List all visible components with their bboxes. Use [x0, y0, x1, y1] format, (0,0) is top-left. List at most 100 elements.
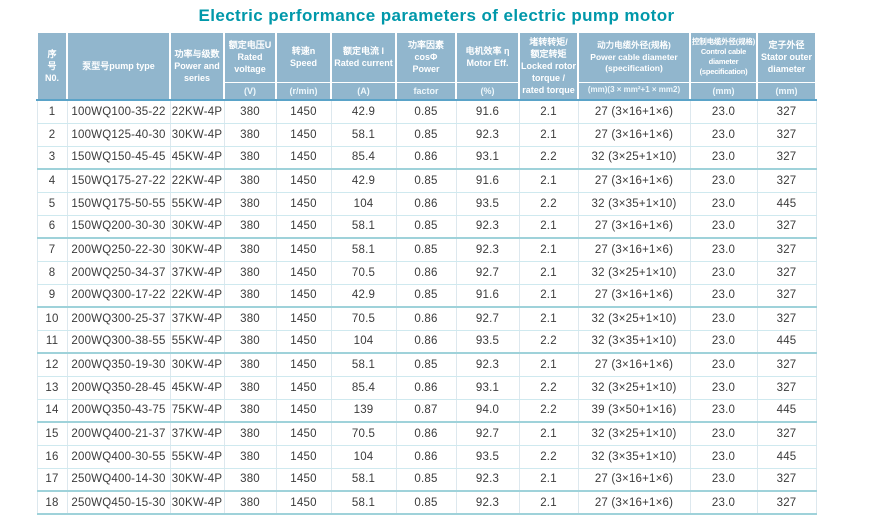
cell-pump-type: 200WQ300-38-55 [66, 330, 171, 354]
table-header: 序 号 N0. 泵型号pump type 功率与级数 Power and serie… [36, 33, 817, 101]
cell-stator-od: 327 [756, 238, 817, 262]
cell-stator-od: 327 [756, 100, 817, 124]
cell-pump-type: 200WQ250-22-30 [66, 238, 171, 262]
cell-rated-voltage: 380 [223, 422, 277, 446]
cell-control-cable: 23.0 [689, 491, 758, 515]
cell-speed: 1450 [275, 284, 332, 308]
cell-motor-eff: 92.7 [455, 307, 520, 331]
table-row: 13 200WQ350-28-45 45KW-4P 380 1450 85.4 0.86 93… [36, 376, 817, 400]
cell-power-series: 30KW-4P [169, 215, 225, 239]
cell-power-factor: 0.85 [395, 491, 457, 515]
cell-rated-current: 85.4 [330, 376, 397, 400]
header-row-units: (V) (r/min) (A) factor (%) (mm)(3 × mm²+1 × m… [37, 81, 817, 101]
cell-torque-ratio: 2.2 [518, 376, 579, 400]
cell-motor-eff: 91.6 [455, 169, 520, 193]
cell-motor-eff: 93.5 [455, 445, 520, 469]
cell-pump-type: 200WQ400-30-55 [66, 445, 171, 469]
cell-control-cable: 23.0 [689, 123, 758, 147]
column-header-power-factor: 功率因素cosΦ Power [395, 33, 457, 82]
cell-pump-type: 200WQ250-34-37 [66, 261, 171, 285]
cell-pump-type: 100WQ125-40-30 [66, 123, 171, 147]
cell-speed: 1450 [275, 100, 332, 124]
cell-no: 17 [36, 468, 68, 492]
cell-speed: 1450 [275, 330, 332, 354]
cell-power-factor: 0.86 [395, 376, 457, 400]
cell-control-cable: 23.0 [689, 215, 758, 239]
cell-rated-current: 85.4 [330, 146, 397, 170]
cell-control-cable: 23.0 [689, 422, 758, 446]
cell-power-factor: 0.86 [395, 146, 457, 170]
column-unit-control-cable: (mm) [689, 81, 758, 101]
cell-stator-od: 327 [756, 491, 817, 515]
table-row: 14 200WQ350-43-75 75KW-4P 380 1450 139 0.87 94.… [36, 399, 817, 423]
column-unit-motor-eff: (%) [455, 81, 520, 101]
column-header-rated-current: 额定电流 I Rated current [330, 33, 397, 82]
table-body: 1 100WQ100-35-22 22KW-4P 380 1450 42.9 0.85 91.… [36, 100, 817, 515]
cell-no: 7 [36, 238, 68, 262]
column-header-stator-od: 定子外径 Stator outer diameter [756, 33, 817, 82]
cell-rated-voltage: 380 [223, 330, 277, 354]
cell-speed: 1450 [275, 123, 332, 147]
cell-power-series: 30KW-4P [169, 468, 225, 492]
cell-rated-voltage: 380 [223, 261, 277, 285]
cell-no: 8 [36, 261, 68, 285]
cell-control-cable: 23.0 [689, 330, 758, 354]
cell-power-factor: 0.86 [395, 307, 457, 331]
table-row: 6 150WQ200-30-30 30KW-4P 380 1450 58.1 0.85 92.… [36, 215, 817, 239]
cell-pump-type: 200WQ350-43-75 [66, 399, 171, 423]
cell-pump-type: 250WQ450-15-30 [66, 491, 171, 515]
cell-speed: 1450 [275, 445, 332, 469]
column-header-control-cable: 控制电缆外径(规格) Control cable diameter (speci… [689, 33, 758, 82]
table-row: 5 150WQ175-50-55 55KW-4P 380 1450 104 0.86 93.5… [36, 192, 817, 216]
cell-motor-eff: 91.6 [455, 284, 520, 308]
cell-power-factor: 0.86 [395, 330, 457, 354]
cell-control-cable: 23.0 [689, 192, 758, 216]
cell-speed: 1450 [275, 491, 332, 515]
cell-power-factor: 0.86 [395, 192, 457, 216]
cell-power-cable: 32 (3×25+1×10) [577, 422, 691, 446]
cell-torque-ratio: 2.2 [518, 330, 579, 354]
cell-control-cable: 23.0 [689, 100, 758, 124]
cell-motor-eff: 92.3 [455, 215, 520, 239]
cell-power-cable: 32 (3×35+1×10) [577, 192, 691, 216]
cell-power-cable: 27 (3×16+1×6) [577, 468, 691, 492]
cell-power-cable: 32 (3×35+1×10) [577, 330, 691, 354]
cell-speed: 1450 [275, 353, 332, 377]
cell-torque-ratio: 2.1 [518, 284, 579, 308]
cell-rated-current: 42.9 [330, 284, 397, 308]
cell-power-series: 22KW-4P [169, 100, 225, 124]
cell-power-series: 37KW-4P [169, 422, 225, 446]
table-row: 12 200WQ350-19-30 30KW-4P 380 1450 58.1 0.85 92… [36, 353, 817, 377]
cell-no: 5 [36, 192, 68, 216]
table-row: 1 100WQ100-35-22 22KW-4P 380 1450 42.9 0.85 91.… [36, 100, 817, 124]
column-header-pump-type: 泵型号pump type [66, 33, 171, 101]
cell-torque-ratio: 2.1 [518, 468, 579, 492]
cell-stator-od: 445 [756, 330, 817, 354]
cell-control-cable: 23.0 [689, 399, 758, 423]
cell-no: 2 [36, 123, 68, 147]
cell-rated-voltage: 380 [223, 445, 277, 469]
cell-power-series: 30KW-4P [169, 123, 225, 147]
cell-rated-voltage: 380 [223, 353, 277, 377]
cell-power-factor: 0.85 [395, 215, 457, 239]
cell-pump-type: 200WQ400-21-37 [66, 422, 171, 446]
cell-power-series: 30KW-4P [169, 238, 225, 262]
cell-power-series: 30KW-4P [169, 353, 225, 377]
page-title: Electric performance parameters of elect… [198, 6, 675, 25]
cell-stator-od: 327 [756, 215, 817, 239]
cell-rated-voltage: 380 [223, 146, 277, 170]
cell-torque-ratio: 2.1 [518, 238, 579, 262]
column-unit-power-factor: factor [395, 81, 457, 101]
cell-speed: 1450 [275, 376, 332, 400]
cell-torque-ratio: 2.2 [518, 445, 579, 469]
motor-parameters-table: 序 号 N0. 泵型号pump type 功率与级数 Power and serie… [36, 33, 817, 515]
cell-stator-od: 327 [756, 261, 817, 285]
cell-pump-type: 200WQ300-17-22 [66, 284, 171, 308]
column-header-no: 序 号 N0. [36, 33, 68, 101]
cell-power-cable: 32 (3×25+1×10) [577, 146, 691, 170]
cell-torque-ratio: 2.2 [518, 399, 579, 423]
column-unit-rated-voltage: (V) [223, 81, 277, 101]
cell-power-series: 55KW-4P [169, 330, 225, 354]
cell-motor-eff: 92.3 [455, 353, 520, 377]
